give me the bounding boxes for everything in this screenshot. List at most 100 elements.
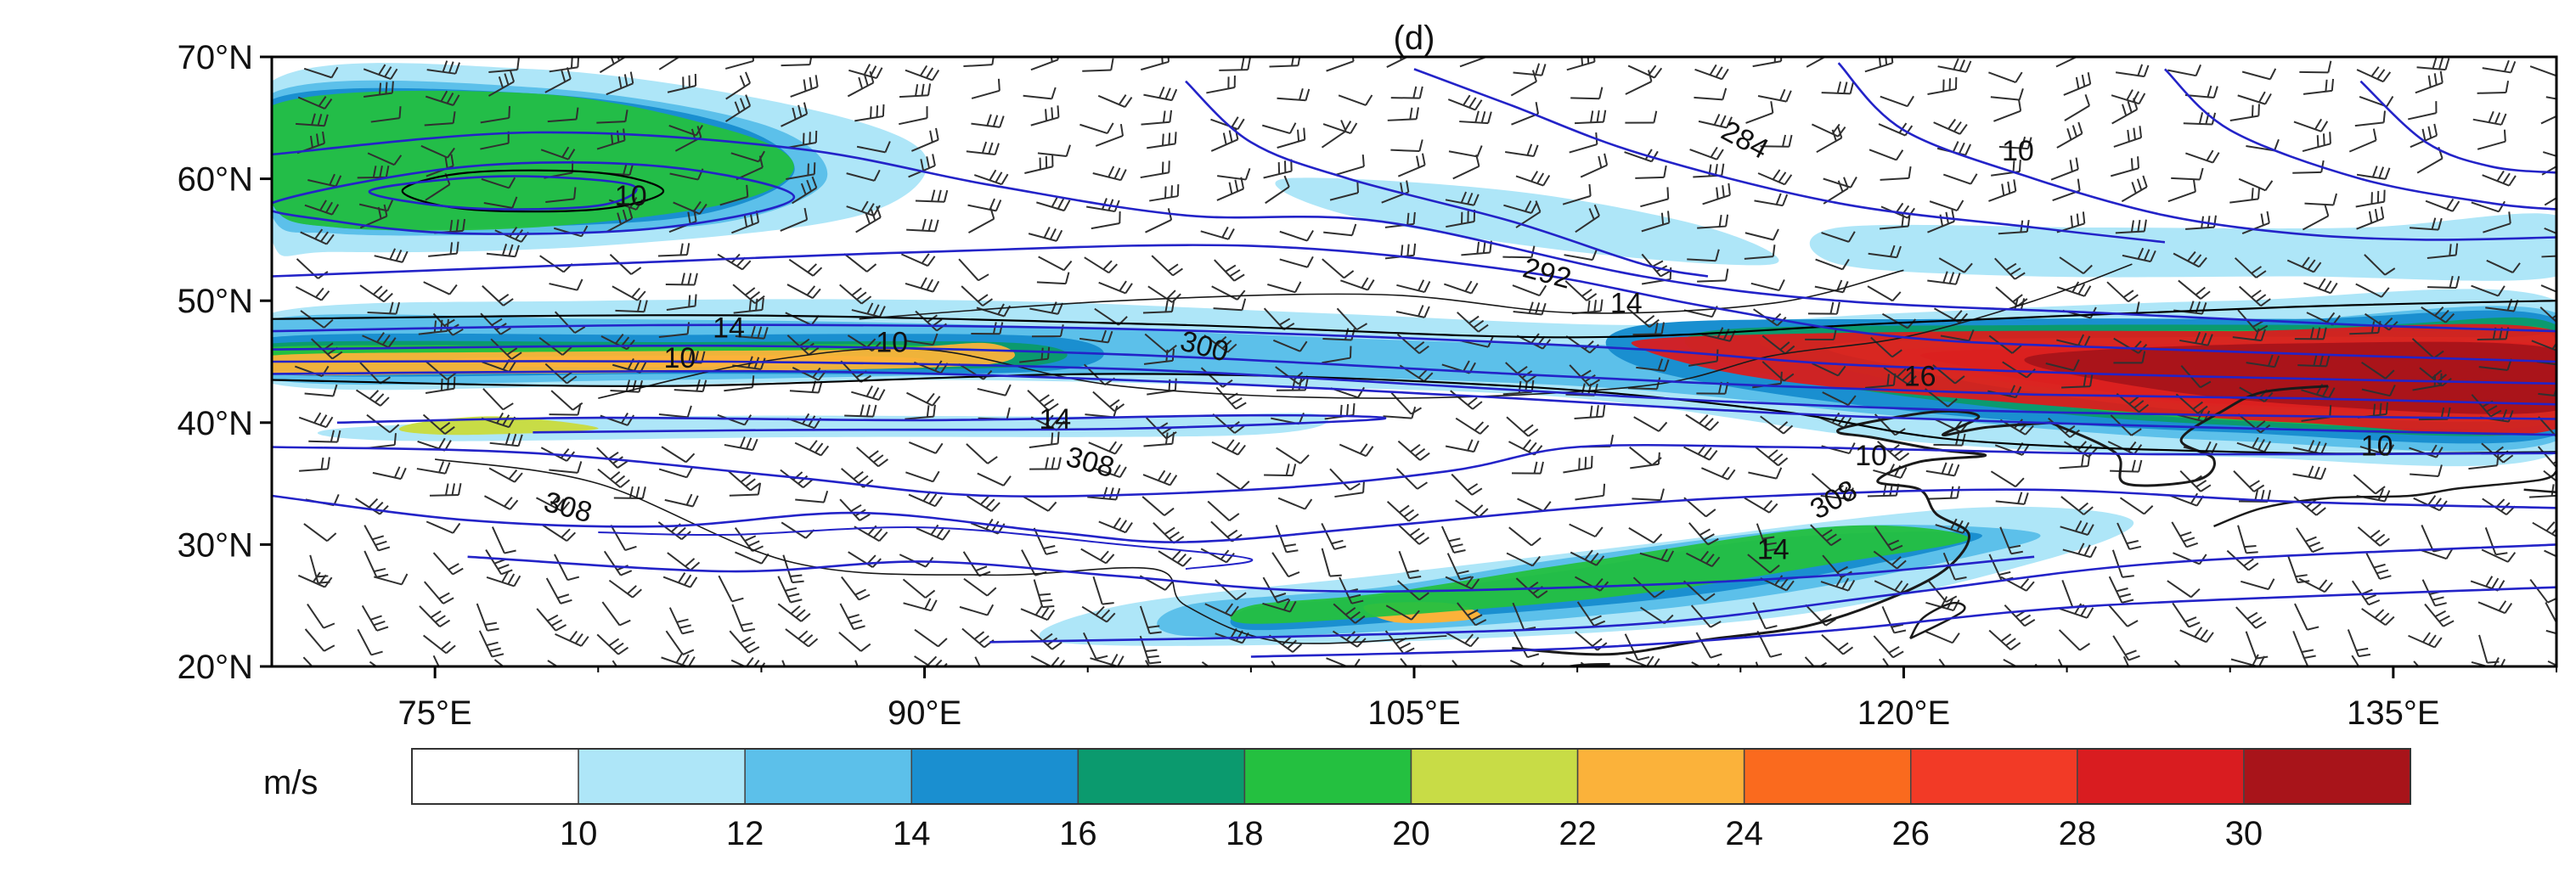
- wind-barb: [1874, 580, 1909, 594]
- isentrope-line: [368, 175, 638, 211]
- wind-barb: [785, 628, 819, 648]
- wind-barb: [493, 659, 505, 666]
- wind-barb: [1397, 153, 1426, 177]
- wind-barb: [544, 67, 572, 93]
- wind-barb: [1927, 76, 1958, 96]
- wind-barb: [2119, 497, 2154, 515]
- wind-barb: [1210, 127, 1239, 152]
- wind-barb: [2477, 129, 2506, 150]
- colorbar-tick-label: 24: [1725, 815, 1763, 852]
- wind-barb: [2528, 484, 2556, 498]
- wind-barb: [1445, 576, 1480, 590]
- wind-barb: [1398, 550, 1422, 580]
- wind-barb: [1333, 603, 1366, 624]
- wind-barb: [1994, 257, 2026, 280]
- wind-barb: [488, 58, 520, 74]
- wind-barb: [2241, 68, 2277, 81]
- wind-barb: [914, 628, 948, 648]
- wind-barb: [1446, 553, 1472, 581]
- wind-barb: [374, 573, 409, 586]
- wind-barb: [847, 70, 875, 98]
- wind-barb: [2482, 170, 2517, 187]
- isentrope-line: [272, 161, 796, 235]
- wind-barb: [299, 457, 330, 472]
- wind-barb: [2185, 215, 2217, 230]
- wind-barb: [488, 70, 516, 97]
- wind-barb: [1937, 58, 1972, 73]
- wind-barb: [1574, 404, 1606, 420]
- wind-barb: [731, 604, 756, 632]
- wind-barb: [2226, 549, 2259, 571]
- wind-barb: [358, 200, 394, 212]
- wind-barb: [1395, 305, 1430, 318]
- wind-barb: [1942, 173, 1978, 185]
- wind-barb: [426, 60, 461, 75]
- wind-barb: [1925, 596, 1960, 612]
- wind-barb: [2486, 259, 2521, 273]
- colorbar-tick-label: 22: [1559, 815, 1597, 852]
- coastline: [598, 263, 2133, 399]
- wind-barb: [2418, 548, 2454, 560]
- wind-barb: [2468, 453, 2500, 470]
- wind-barb: [1151, 255, 1183, 277]
- wind-barb: [2424, 603, 2455, 627]
- wind-barb: [420, 144, 455, 159]
- wind-barb: [846, 169, 881, 182]
- wind-barb: [1262, 599, 1297, 613]
- wind-barb: [2045, 359, 2080, 372]
- colorbar-tick-label: 26: [1892, 815, 1931, 852]
- wind-barb: [2059, 256, 2093, 275]
- wind-barb: [489, 433, 523, 447]
- wind-barb: [787, 130, 818, 149]
- wind-barb: [1020, 604, 1056, 621]
- wind-barb: [2184, 85, 2218, 98]
- wind-barb: [1820, 576, 1856, 592]
- wind-barb: [1084, 256, 1118, 274]
- wind-barb: [1387, 107, 1419, 121]
- wind-barb: [1925, 462, 1960, 477]
- isotach-label: 10: [2361, 430, 2393, 463]
- wind-barb: [2301, 405, 2332, 422]
- wind-barb: [855, 205, 882, 233]
- wind-barb: [2237, 525, 2258, 554]
- wind-barb: [1397, 523, 1429, 545]
- wind-barb: [1386, 501, 1419, 522]
- wind-barb: [363, 64, 398, 81]
- wind-barb: [2233, 470, 2265, 492]
- wind-barb: [1149, 184, 1180, 202]
- wind-barb: [1694, 87, 1728, 101]
- wind-barb: [1570, 549, 1605, 566]
- wind-barb: [1511, 102, 1540, 126]
- wind-barb: [1988, 71, 2023, 83]
- wind-barb: [2110, 156, 2139, 177]
- coastline: [2049, 385, 2329, 487]
- wind-barb: [667, 552, 701, 571]
- isentrope-line: [2164, 68, 2556, 211]
- wind-barb: [1457, 312, 1489, 333]
- wind-barb: [1689, 146, 1724, 160]
- wind-barb: [1823, 177, 1857, 188]
- wind-barb: [971, 78, 1001, 99]
- wind-barb: [1211, 439, 1246, 456]
- wind-barb: [1262, 576, 1289, 604]
- wind-barb: [364, 525, 391, 552]
- coastline: [2213, 470, 2556, 528]
- wind-barb: [1269, 57, 1301, 68]
- wind-barb: [1339, 443, 1374, 458]
- wind-barb: [2122, 247, 2156, 263]
- wind-barb: [1868, 245, 1902, 259]
- wind-barb: [1687, 249, 1720, 262]
- wind-barb: [484, 495, 519, 510]
- wind-barb: [1761, 361, 1795, 382]
- wind-barb: [1092, 464, 1127, 478]
- wind-barb: [2110, 459, 2143, 473]
- colorbar-tick-label: 10: [560, 815, 598, 852]
- wind-barb: [1864, 373, 1897, 389]
- wind-barb: [1926, 579, 1958, 603]
- isotach-label: 10: [2002, 135, 2034, 167]
- wind-barbs: [294, 57, 2556, 666]
- wind-barb: [1321, 522, 1346, 550]
- wind-barb: [904, 333, 939, 346]
- wind-barb: [1633, 416, 1668, 432]
- wind-barb: [1141, 110, 1173, 126]
